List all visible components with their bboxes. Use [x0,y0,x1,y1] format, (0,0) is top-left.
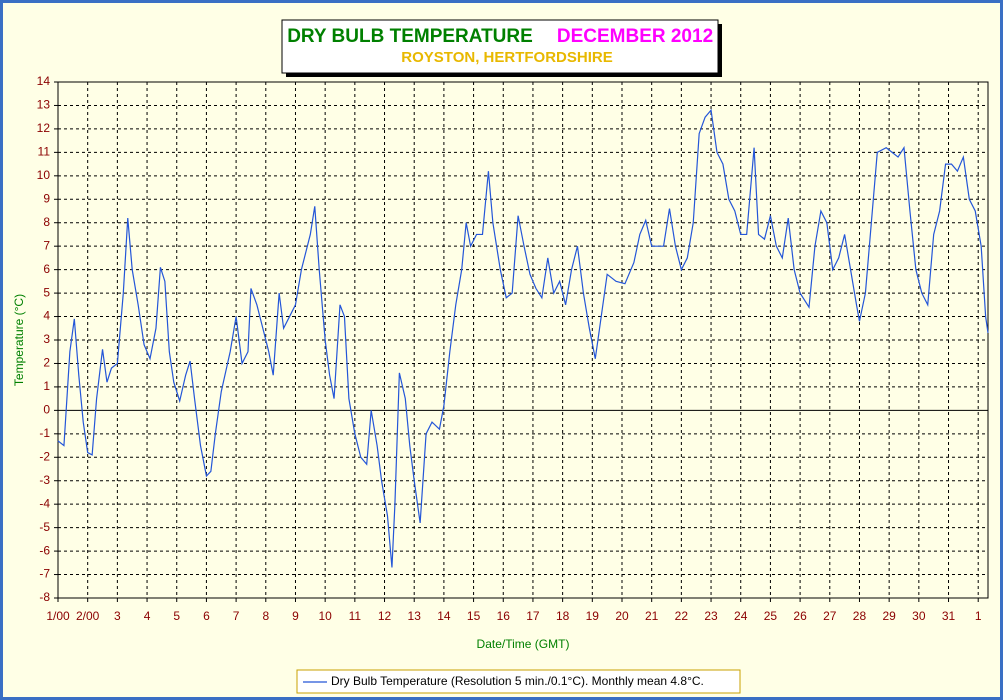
y-tick-label: -8 [39,590,50,604]
y-tick-label: 8 [43,215,50,229]
x-axis-label: Date/Time (GMT) [477,637,570,651]
y-tick-label: -2 [39,449,50,463]
legend-box [296,669,741,694]
y-tick-label: -6 [39,543,50,557]
x-tick-label: 19 [586,609,600,623]
y-tick-label: -7 [39,567,50,581]
x-tick-label: 25 [764,609,778,623]
x-tick-label: 10 [318,609,332,623]
x-tick-label: 13 [408,609,422,623]
x-tick-label: 5 [173,609,180,623]
x-tick-label: 8 [262,609,269,623]
y-tick-label: -1 [39,426,50,440]
x-tick-label: 12 [378,609,392,623]
y-tick-label: -5 [39,520,50,534]
y-tick-label: 10 [37,168,51,182]
x-tick-label: 4 [144,609,151,623]
x-tick-label: 1 [975,609,982,623]
y-tick-label: 11 [38,145,51,159]
chart-title: DRY BULB TEMPERATURE [287,26,533,47]
x-tick-label: 18 [556,609,570,623]
chart-location: ROYSTON, HERTFORDSHIRE [401,49,612,66]
x-tick-label: 27 [823,609,837,623]
y-tick-label: 13 [37,98,51,112]
x-tick-label: 3 [114,609,121,623]
y-tick-label: 1 [43,379,50,393]
y-axis-label: Temperature (°C) [12,294,26,386]
x-tick-label: 14 [437,609,451,623]
x-tick-label: 31 [942,609,956,623]
y-tick-label: 6 [43,262,50,276]
temperature-line [57,108,989,568]
chart-period: DECEMBER 2012 [557,26,713,47]
x-tick-label: 1/00 [46,609,70,623]
x-tick-label: 20 [615,609,629,623]
x-tick-label: 6 [203,609,210,623]
x-tick-label: 7 [233,609,240,623]
y-tick-label: 4 [43,309,50,323]
y-tick-label: 9 [43,191,50,205]
y-tick-label: 14 [37,74,51,88]
y-tick-label: 7 [43,238,50,252]
y-tick-label: 12 [37,121,51,135]
x-tick-label: 28 [853,609,867,623]
x-tick-label: 15 [467,609,481,623]
x-tick-label: 24 [734,609,748,623]
y-tick-label: 3 [43,332,50,346]
legend-label: Dry Bulb Temperature (Resolution 5 min./… [331,674,704,688]
x-tick-label: 29 [882,609,896,623]
y-tick-label: 0 [43,403,50,417]
y-tick-label: -4 [39,496,50,510]
y-tick-label: -3 [39,473,50,487]
y-tick-label: 5 [43,285,50,299]
x-tick-label: 17 [526,609,540,623]
x-tick-label: 26 [793,609,807,623]
x-tick-label: 22 [675,609,689,623]
x-tick-label: 16 [497,609,511,623]
x-tick-label: 30 [912,609,926,623]
x-tick-label: 9 [292,609,299,623]
x-tick-label: 11 [349,609,362,623]
title-box [281,19,719,74]
y-tick-label: 2 [43,356,50,370]
x-tick-label: 23 [704,609,718,623]
x-tick-label: 21 [645,609,659,623]
x-tick-label: 2/00 [76,609,100,623]
